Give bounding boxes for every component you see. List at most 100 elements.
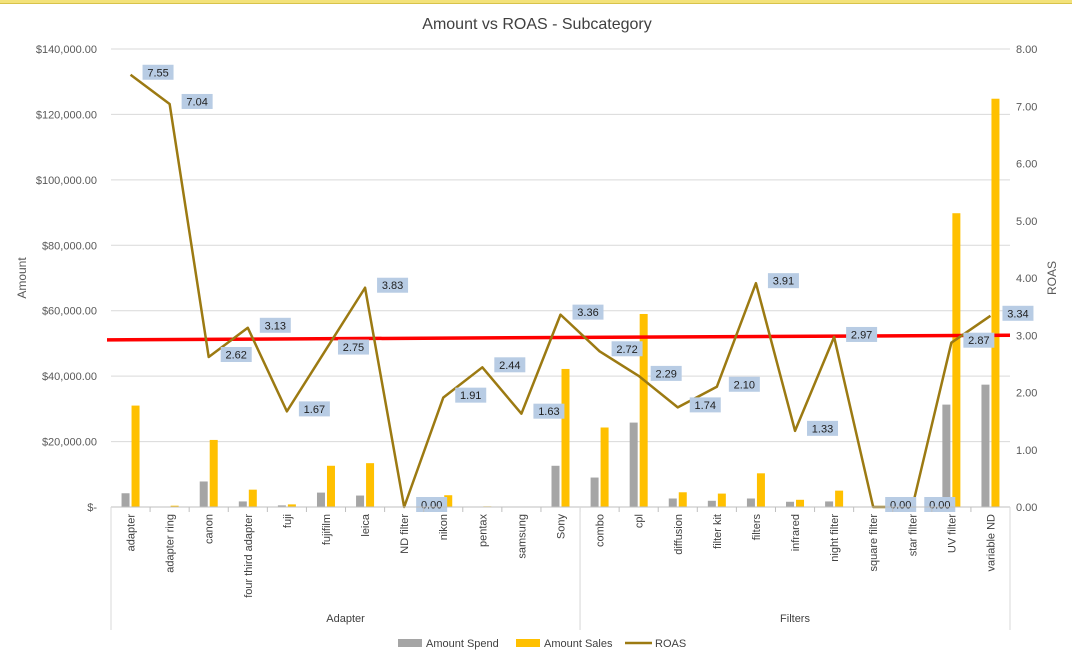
category-label: four third adapter: [243, 514, 255, 598]
y-tick-label: $60,000.00: [42, 306, 97, 318]
roas-label-box: [963, 332, 995, 348]
category-label: night filter: [829, 514, 841, 562]
roas-data-label: 1.74: [695, 400, 716, 412]
roas-label-box: [181, 93, 213, 109]
y-tick-label: $120,000.00: [36, 109, 97, 121]
roas-label-box: [220, 347, 252, 363]
y-tick-label: $80,000.00: [42, 240, 97, 252]
y2-tick-label: 0.00: [1016, 502, 1037, 514]
category-label: UV filter: [946, 514, 958, 553]
y2-tick-label: 7.00: [1016, 101, 1037, 113]
amount-sales-bar: [287, 504, 296, 507]
category-label: cpl: [634, 514, 646, 528]
amount-sales-bar: [678, 492, 687, 507]
y2-tick-label: 8.00: [1016, 44, 1037, 56]
amount-sales-bar: [326, 465, 335, 507]
y2-tick-label: 5.00: [1016, 216, 1037, 228]
y2-axis-title: ROAS: [1045, 261, 1059, 295]
amount-sales-bar: [366, 463, 375, 507]
y-tick-label: $40,000.00: [42, 371, 97, 383]
roas-data-label: 1.91: [460, 390, 481, 402]
roas-data-label: 3.36: [577, 307, 598, 319]
legend-swatch-spend: [398, 639, 422, 647]
roas-label-box: [142, 64, 174, 80]
amount-sales-bar: [796, 499, 805, 507]
amount-sales-bar: [131, 405, 140, 507]
category-label: leica: [360, 513, 372, 537]
amount-spend-bar: [629, 422, 638, 507]
group-label: Filters: [780, 613, 810, 625]
roas-data-label: 2.75: [343, 342, 364, 354]
amount-sales-bar: [209, 439, 218, 507]
roas-data-label: 2.62: [226, 350, 247, 362]
right-axis-ticks: 0.00 1.00 2.00 3.00 4.00 5.00 6.00 7.00 8.00: [1016, 44, 1037, 514]
roas-data-label: 0.00: [421, 500, 442, 512]
category-label: ND filter: [399, 514, 411, 554]
roas-data-label: 1.67: [304, 404, 325, 416]
category-label: pentax: [477, 514, 489, 548]
amount-sales-bar: [991, 98, 1000, 508]
amount-spend-bar: [238, 501, 247, 507]
amount-spend-bar: [707, 500, 716, 507]
amount-spend-bar: [121, 493, 130, 507]
roas-label-box: [650, 365, 682, 381]
y2-tick-label: 3.00: [1016, 330, 1037, 342]
category-label: adapter: [126, 514, 138, 552]
roas-label-box: [728, 376, 760, 392]
amount-sales-bar: [639, 313, 648, 507]
amount-spend-bar: [668, 498, 677, 507]
roas-data-label: 2.87: [968, 335, 989, 347]
roas-data-label: 2.10: [734, 379, 755, 391]
category-label: nikon: [438, 514, 450, 540]
category-label: combo: [595, 514, 607, 547]
y2-tick-label: 6.00: [1016, 159, 1037, 171]
roas-label-box: [689, 397, 721, 413]
amount-sales-bar: [444, 495, 453, 507]
chart-title: Amount vs ROAS - Subcategory: [422, 16, 651, 33]
roas-label-box: [572, 304, 604, 320]
amount-spend-bar: [942, 404, 951, 507]
roas-data-label: 2.29: [655, 368, 676, 380]
roas-data-label: 3.91: [773, 276, 794, 288]
amount-spend-bar: [551, 465, 560, 507]
amount-spend-bar: [786, 501, 795, 507]
category-label: filters: [751, 514, 763, 541]
y2-tick-label: 1.00: [1016, 445, 1037, 457]
amount-sales-bar: [952, 213, 961, 507]
amount-spend-bar: [825, 501, 834, 507]
group-label: Adapter: [326, 613, 365, 625]
roas-label-box: [298, 401, 330, 417]
roas-data-label: 3.13: [265, 320, 286, 332]
amount-sales-bar: [756, 473, 765, 507]
amount-sales-bar: [835, 490, 844, 507]
legend-label-sales: Amount Sales: [544, 638, 613, 650]
roas-label-box: [377, 277, 409, 293]
category-label: star filter: [907, 514, 919, 557]
roas-label-box: [767, 273, 799, 289]
amount-spend-bar: [277, 505, 286, 507]
category-label: variable ND: [985, 514, 997, 572]
roas-data-label: 0.00: [929, 500, 950, 512]
category-label: Sony: [556, 514, 568, 540]
category-label: samsung: [516, 514, 528, 559]
legend-label-spend: Amount Spend: [426, 638, 499, 650]
amount-sales-bar: [170, 505, 179, 507]
amount-sales-bar: [561, 368, 570, 507]
y-tick-label: $20,000.00: [42, 437, 97, 449]
roas-label-box: [1002, 305, 1034, 321]
legend: Amount Spend Amount Sales ROAS: [398, 638, 686, 650]
category-label: square filter: [868, 514, 880, 572]
roas-line: [129, 73, 992, 509]
amount-spend-bar: [199, 481, 208, 507]
roas-label-box: [611, 341, 643, 357]
roas-data-label: 2.72: [616, 344, 637, 356]
y-axis-title: Amount: [15, 257, 29, 299]
amount-spend-bar: [981, 384, 990, 507]
category-label: diffusion: [673, 514, 685, 555]
roas-data-label: 1.63: [538, 406, 559, 418]
roas-label-box: [846, 326, 878, 342]
amount-spend-bar: [356, 495, 365, 507]
category-label: fuji: [282, 514, 294, 528]
gridlines: [111, 48, 1010, 443]
